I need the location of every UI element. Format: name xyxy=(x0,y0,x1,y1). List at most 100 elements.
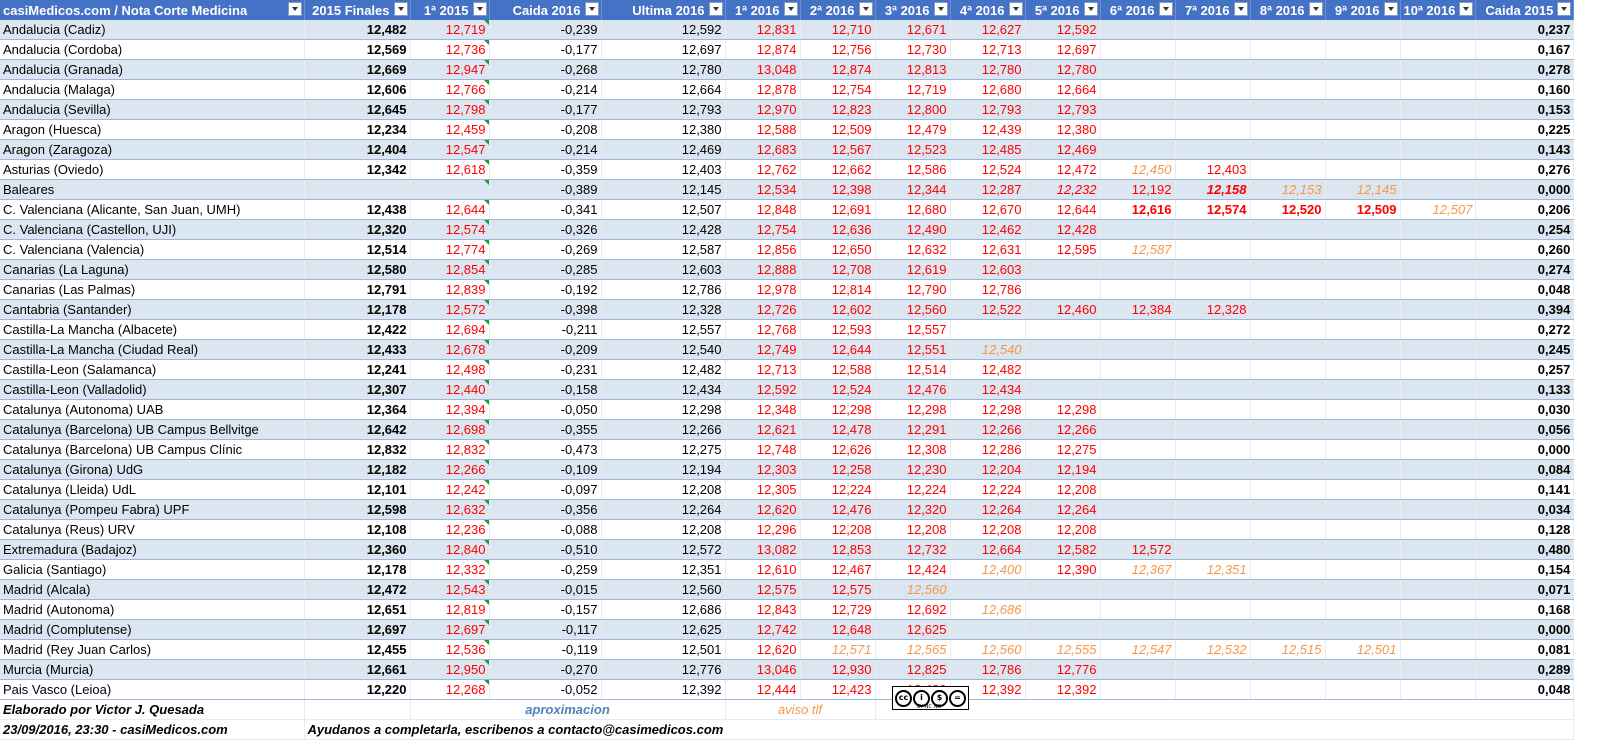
filter-dropdown-icon[interactable] xyxy=(858,2,873,16)
caida-2015-cell[interactable]: 0,143 xyxy=(1475,139,1575,160)
listing-cell[interactable]: 12,551 xyxy=(875,339,951,360)
first-2015-cell[interactable]: 12,536 xyxy=(410,639,490,660)
university-cell[interactable]: C. Valenciana (Castellon, UJI) xyxy=(0,219,305,240)
listing-cell[interactable]: 12,208 xyxy=(950,519,1026,540)
caida-2015-cell[interactable]: 0,206 xyxy=(1475,199,1575,220)
first-2015-cell[interactable]: 12,547 xyxy=(410,139,490,160)
listing-cell[interactable]: 12,793 xyxy=(950,99,1026,120)
listing-cell[interactable] xyxy=(1250,279,1326,300)
listing-cell[interactable] xyxy=(1250,159,1326,180)
listing-cell[interactable] xyxy=(1325,399,1401,420)
listing-cell[interactable]: 12,572 xyxy=(1100,539,1176,560)
listing-cell[interactable] xyxy=(1325,20,1401,40)
listing-cell[interactable] xyxy=(1100,279,1176,300)
caida-2016-cell[interactable]: -0,510 xyxy=(489,539,602,560)
filter-dropdown-icon[interactable] xyxy=(1158,2,1173,16)
final-2015-cell[interactable]: 12,220 xyxy=(304,679,411,700)
listing-cell[interactable] xyxy=(1250,419,1326,440)
listing-cell[interactable]: 12,843 xyxy=(725,599,801,620)
first-2015-cell[interactable]: 12,678 xyxy=(410,339,490,360)
listing-cell[interactable] xyxy=(1100,659,1176,680)
listing-cell[interactable] xyxy=(1400,359,1477,380)
ultima-2016-cell[interactable]: 12,469 xyxy=(601,139,726,160)
listing-cell[interactable] xyxy=(1250,79,1326,100)
listing-cell[interactable] xyxy=(1325,119,1401,140)
listing-cell[interactable] xyxy=(1325,39,1401,60)
listing-cell[interactable]: 12,520 xyxy=(1250,199,1326,220)
filter-dropdown-icon[interactable] xyxy=(1557,2,1572,16)
listing-cell[interactable]: 12,490 xyxy=(875,219,951,240)
first-2015-cell[interactable]: 12,618 xyxy=(410,159,490,180)
caida-2016-cell[interactable]: -0,088 xyxy=(489,519,602,540)
university-cell[interactable]: Castilla-Leon (Valladolid) xyxy=(0,379,305,400)
university-cell[interactable]: Catalunya (Autonoma) UAB xyxy=(0,399,305,420)
column-header[interactable]: 4ª 2016 xyxy=(950,0,1026,20)
caida-2015-cell[interactable]: 0,272 xyxy=(1475,319,1575,340)
listing-cell[interactable] xyxy=(1400,419,1477,440)
listing-cell[interactable] xyxy=(1325,299,1401,320)
listing-cell[interactable]: 12,697 xyxy=(1025,39,1101,60)
listing-cell[interactable]: 12,390 xyxy=(1025,559,1101,580)
final-2015-cell[interactable]: 12,697 xyxy=(304,619,411,640)
listing-cell[interactable]: 12,670 xyxy=(950,199,1026,220)
listing-cell[interactable] xyxy=(1325,79,1401,100)
university-cell[interactable]: Canarias (La Laguna) xyxy=(0,259,305,280)
column-header[interactable]: 1ª 2015 xyxy=(410,0,490,20)
caida-2015-cell[interactable]: 0,480 xyxy=(1475,539,1575,560)
filter-dropdown-icon[interactable] xyxy=(393,2,408,16)
listing-cell[interactable] xyxy=(1250,299,1326,320)
university-cell[interactable]: Andalucia (Granada) xyxy=(0,59,305,80)
listing-cell[interactable]: 12,384 xyxy=(1100,299,1176,320)
first-2015-cell[interactable]: 12,632 xyxy=(410,499,490,520)
listing-cell[interactable] xyxy=(1025,379,1101,400)
listing-cell[interactable]: 12,692 xyxy=(875,599,951,620)
listing-cell[interactable]: 12,320 xyxy=(875,499,951,520)
ultima-2016-cell[interactable]: 12,587 xyxy=(601,239,726,260)
university-cell[interactable]: Andalucia (Cordoba) xyxy=(0,39,305,60)
column-header[interactable]: 8ª 2016 xyxy=(1250,0,1326,20)
listing-cell[interactable] xyxy=(1100,359,1176,380)
listing-cell[interactable] xyxy=(1400,259,1477,280)
final-2015-cell[interactable]: 12,360 xyxy=(304,539,411,560)
listing-cell[interactable]: 12,575 xyxy=(725,579,801,600)
listing-cell[interactable]: 12,874 xyxy=(725,39,801,60)
final-2015-cell[interactable]: 12,791 xyxy=(304,279,411,300)
listing-cell[interactable] xyxy=(1400,579,1477,600)
listing-cell[interactable] xyxy=(1250,459,1326,480)
listing-cell[interactable] xyxy=(1100,459,1176,480)
listing-cell[interactable] xyxy=(1175,259,1251,280)
listing-cell[interactable] xyxy=(1100,399,1176,420)
listing-cell[interactable]: 12,400 xyxy=(950,559,1026,580)
listing-cell[interactable]: 12,786 xyxy=(950,659,1026,680)
final-2015-cell[interactable]: 12,108 xyxy=(304,519,411,540)
listing-cell[interactable]: 12,856 xyxy=(725,239,801,260)
university-cell[interactable]: Canarias (Las Palmas) xyxy=(0,279,305,300)
listing-cell[interactable]: 12,732 xyxy=(875,539,951,560)
final-2015-cell[interactable]: 12,320 xyxy=(304,219,411,240)
column-header[interactable]: Caida 2016 xyxy=(489,0,602,20)
listing-cell[interactable]: 12,575 xyxy=(800,579,876,600)
listing-cell[interactable]: 13,048 xyxy=(725,59,801,80)
ultima-2016-cell[interactable]: 12,380 xyxy=(601,119,726,140)
ultima-2016-cell[interactable]: 12,686 xyxy=(601,599,726,620)
listing-cell[interactable] xyxy=(950,579,1026,600)
listing-cell[interactable] xyxy=(1250,319,1326,340)
listing-cell[interactable] xyxy=(1325,239,1401,260)
first-2015-cell[interactable]: 12,440 xyxy=(410,379,490,400)
listing-cell[interactable]: 12,348 xyxy=(725,399,801,420)
listing-cell[interactable] xyxy=(1175,279,1251,300)
listing-cell[interactable]: 12,423 xyxy=(800,679,876,700)
listing-cell[interactable]: 12,145 xyxy=(1325,179,1401,200)
final-2015-cell[interactable]: 12,234 xyxy=(304,119,411,140)
listing-cell[interactable]: 12,567 xyxy=(800,139,876,160)
listing-cell[interactable]: 12,680 xyxy=(875,199,951,220)
listing-cell[interactable] xyxy=(1250,259,1326,280)
ultima-2016-cell[interactable]: 12,275 xyxy=(601,439,726,460)
listing-cell[interactable] xyxy=(1400,399,1477,420)
listing-cell[interactable]: 12,194 xyxy=(1025,459,1101,480)
listing-cell[interactable] xyxy=(1100,479,1176,500)
filter-dropdown-icon[interactable] xyxy=(1233,2,1248,16)
final-2015-cell[interactable]: 12,651 xyxy=(304,599,411,620)
final-2015-cell[interactable]: 12,569 xyxy=(304,39,411,60)
listing-cell[interactable]: 12,287 xyxy=(950,179,1026,200)
